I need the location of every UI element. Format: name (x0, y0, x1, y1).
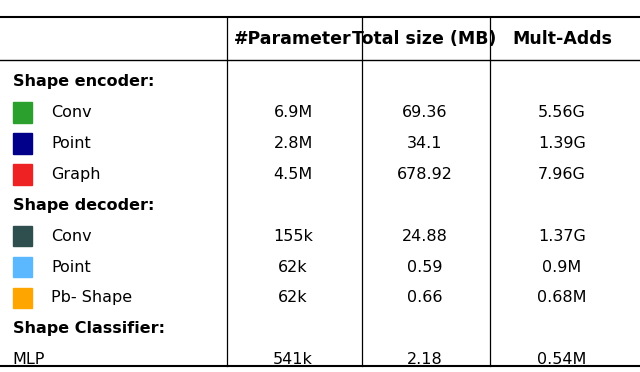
Text: Shape encoder:: Shape encoder: (13, 74, 154, 89)
Text: Graph: Graph (51, 167, 100, 182)
Text: 0.68M: 0.68M (537, 291, 587, 305)
Text: 24.88: 24.88 (401, 229, 447, 244)
Text: 4.5M: 4.5M (273, 167, 313, 182)
Text: 6.9M: 6.9M (273, 105, 313, 120)
Text: 0.66: 0.66 (406, 291, 442, 305)
Text: Mult-Adds: Mult-Adds (512, 30, 612, 48)
FancyBboxPatch shape (13, 133, 32, 154)
FancyBboxPatch shape (13, 288, 32, 308)
Text: 5.56G: 5.56G (538, 105, 586, 120)
Text: Point: Point (51, 260, 91, 275)
FancyBboxPatch shape (13, 164, 32, 185)
Text: Point: Point (51, 136, 91, 151)
Text: 34.1: 34.1 (406, 136, 442, 151)
Text: Conv: Conv (51, 229, 92, 244)
FancyBboxPatch shape (13, 102, 32, 123)
Text: 1.39G: 1.39G (538, 136, 586, 151)
Text: 2.8M: 2.8M (273, 136, 313, 151)
Text: Shape decoder:: Shape decoder: (13, 198, 154, 213)
Text: Total size (MB): Total size (MB) (352, 30, 497, 48)
Text: 7.96G: 7.96G (538, 167, 586, 182)
Text: #Parameter: #Parameter (234, 30, 352, 48)
Text: 69.36: 69.36 (401, 105, 447, 120)
Text: 0.9M: 0.9M (542, 260, 582, 275)
Text: 155k: 155k (273, 229, 313, 244)
Text: MLP: MLP (13, 352, 45, 367)
Text: 62k: 62k (278, 260, 308, 275)
Text: Pb- Shape: Pb- Shape (51, 291, 132, 305)
Text: Shape Classifier:: Shape Classifier: (13, 321, 165, 336)
FancyBboxPatch shape (13, 226, 32, 247)
Text: Conv: Conv (51, 105, 92, 120)
Text: 2.18: 2.18 (406, 352, 442, 367)
Text: 62k: 62k (278, 291, 308, 305)
Text: 1.37G: 1.37G (538, 229, 586, 244)
Text: 678.92: 678.92 (396, 167, 452, 182)
Text: 0.54M: 0.54M (537, 352, 587, 367)
Text: 0.59: 0.59 (406, 260, 442, 275)
Text: 541k: 541k (273, 352, 313, 367)
FancyBboxPatch shape (13, 257, 32, 277)
